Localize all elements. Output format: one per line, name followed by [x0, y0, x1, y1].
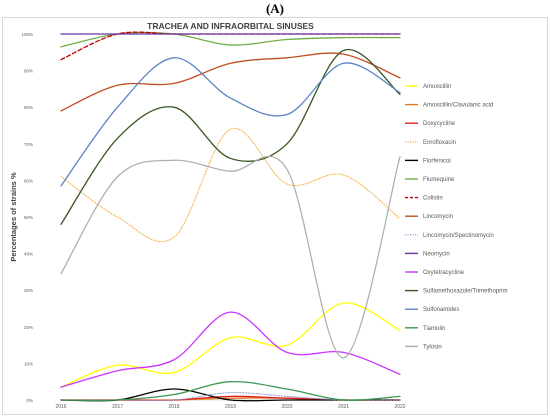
chart-title: TRACHEA AND INFRAORBITAL SINUSES [147, 21, 314, 31]
x-tick-label: 2018 [168, 404, 179, 410]
legend-label: Colistin [423, 196, 443, 202]
series-line-lincomycin [60, 52, 401, 112]
y-tick-label: 90% [24, 69, 33, 74]
legend-label: Tiamulin [423, 326, 445, 332]
y-tick-label: 60% [24, 178, 33, 183]
x-tick-label: 2019 [225, 404, 236, 410]
y-tick-label: 70% [24, 142, 33, 147]
legend-label: Oxytetracycline [423, 270, 465, 276]
legend-label: Lincomycin/Spectinomycin [423, 233, 494, 239]
x-tick-label: 2016 [55, 404, 66, 410]
series-line-enrofloxacin [60, 127, 401, 243]
legend-label: Enrofloxacin [423, 140, 456, 146]
chart-area: TRACHEA AND INFRAORBITAL SINUSES Percenta… [2, 17, 548, 415]
series-line-sulfonamides [60, 57, 401, 187]
series-line-sulfamethoxazole-trimethoprim [60, 48, 401, 225]
y-tick-label: 0% [26, 398, 33, 403]
y-axis-label: Percentages of strains % [9, 172, 18, 262]
x-tick-label: 2017 [112, 404, 123, 410]
y-tick-label: 30% [24, 288, 33, 293]
legend-label: Tylosin [423, 344, 442, 350]
legend-label: Amoxicillin/Clavulanic acid [423, 103, 493, 109]
line-chart: TRACHEA AND INFRAORBITAL SINUSES Percenta… [9, 21, 507, 410]
legend-label: Amoxicillin [423, 84, 451, 90]
legend-label: Sulfamethoxazole/Trimethoprim [423, 289, 507, 295]
legend-label: Flumequine [423, 177, 455, 183]
legend-label: Florfenicol [423, 158, 451, 164]
legend-label: Doxycycline [423, 121, 456, 127]
y-tick-label: 100% [21, 32, 33, 37]
y-tick-label: 20% [24, 325, 33, 330]
y-tick-label: 80% [24, 105, 33, 110]
series-line-amoxicillin [60, 302, 401, 388]
legend-label: Sulfonamides [423, 307, 459, 313]
series-line-tylosin [60, 155, 401, 359]
x-tick-label: 2022 [394, 404, 405, 410]
series-line-tiamulin [60, 380, 401, 402]
y-tick-label: 40% [24, 252, 33, 257]
legend-label: Neomycin [423, 251, 450, 257]
series-line-oxytetracycline [60, 311, 401, 388]
y-tick-label: 50% [24, 215, 33, 220]
x-tick-label: 2021 [338, 404, 349, 410]
legend-label: Lincomycin [423, 214, 453, 220]
x-tick-label: 2020 [281, 404, 292, 410]
series-line-flumequine [60, 31, 401, 48]
figure-label: (A) [265, 1, 285, 16]
series-line-florfenicol [60, 388, 401, 402]
y-tick-label: 10% [24, 361, 33, 366]
